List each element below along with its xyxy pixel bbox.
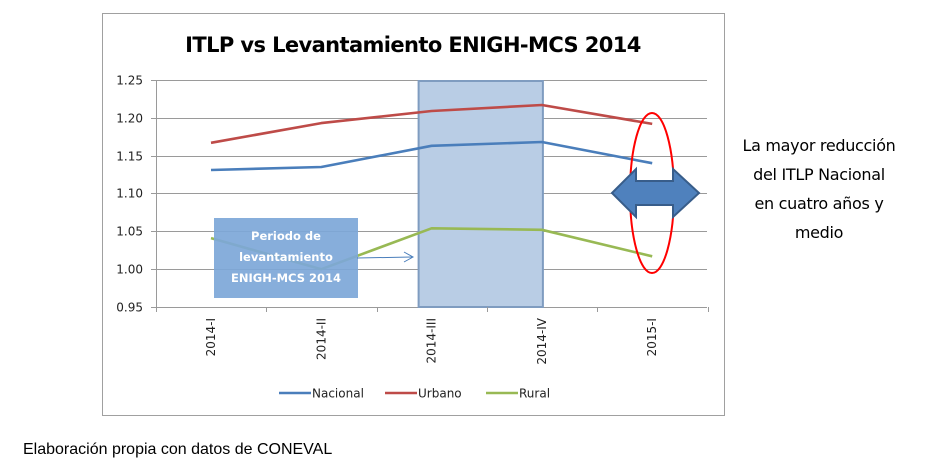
x-tick-label: 2015-I	[645, 318, 659, 356]
chart-title: ITLP vs Levantamiento ENIGH-MCS 2014	[185, 33, 641, 57]
y-tick-label: 1.25	[116, 74, 143, 88]
shaded-period-rect	[417, 80, 544, 308]
callout-line-2: del ITLP Nacional	[753, 165, 885, 184]
y-tick-label: 1.05	[116, 225, 143, 239]
period-annotation: Periodo de levantamiento ENIGH-MCS 2014	[214, 218, 415, 298]
source-note: Elaboración propia con datos de CONEVAL	[23, 441, 333, 458]
period-annotation-line-1: Periodo de	[251, 229, 321, 243]
callout-line-4: medio	[795, 223, 843, 242]
x-tick-label: 2014-II	[314, 318, 328, 360]
x-tick-label: 2014-I	[204, 318, 218, 356]
y-tick-label: 0.95	[116, 301, 143, 315]
y-tick-label: 1.15	[116, 150, 143, 164]
period-annotation-box	[214, 218, 358, 298]
period-annotation-line-2: levantamiento	[239, 250, 333, 264]
legend-label-nacional: Nacional	[312, 387, 364, 401]
legend-label-urbano: Urbano	[418, 387, 462, 401]
y-tick-label: 1.10	[116, 187, 143, 201]
callout-text: La mayor reducción del ITLP Nacional en …	[742, 136, 895, 242]
callout-line-1: La mayor reducción	[742, 136, 895, 155]
callout-line-3: en cuatro años y	[754, 194, 883, 213]
period-annotation-line-3: ENIGH-MCS 2014	[231, 271, 341, 285]
double-arrow-icon	[610, 166, 701, 220]
legend: Nacional Urbano Rural	[279, 387, 550, 401]
legend-label-rural: Rural	[519, 387, 550, 401]
y-axis-labels: 0.95 1.00 1.05 1.10 1.15 1.20 1.25	[116, 74, 143, 315]
y-tick-label: 1.20	[116, 112, 143, 126]
x-tick-label: 2014-IV	[535, 317, 549, 364]
x-axis	[156, 307, 709, 312]
x-axis-labels: 2014-I 2014-II 2014-III 2014-IV 2015-I	[204, 317, 659, 364]
period-pointer-arrow-head-icon	[403, 251, 415, 263]
x-tick-label: 2014-III	[425, 318, 439, 364]
y-tick-label: 1.00	[116, 263, 143, 277]
period-pointer-arrow-shaft	[356, 256, 413, 259]
